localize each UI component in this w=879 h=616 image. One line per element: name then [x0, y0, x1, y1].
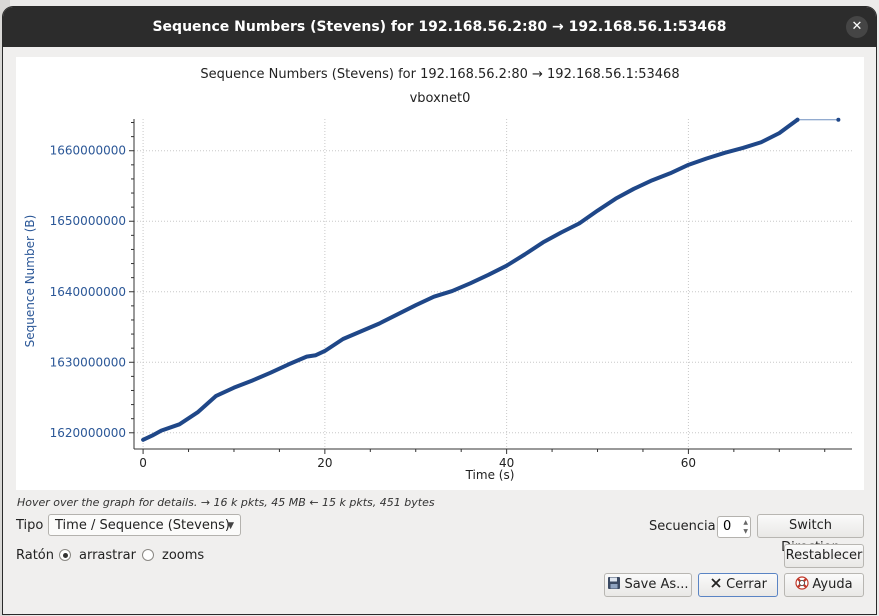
help-lifebuoy-icon	[795, 576, 810, 590]
save-icon	[608, 577, 621, 589]
y-tick-label: 1660000000	[50, 144, 126, 158]
secuencia-label: Secuencia	[649, 519, 716, 534]
sequence-chart[interactable]: Sequence Numbers (Stevens) for 192.168.5…	[16, 57, 864, 490]
switch-direction-button[interactable]: Switch Direction	[757, 514, 864, 555]
title-bar: Sequence Numbers (Stevens) for 192.168.5…	[3, 7, 876, 47]
status-hint: Hover over the graph for details. → 16 k…	[17, 496, 435, 509]
tipo-label: Tipo	[16, 518, 44, 533]
zooms-label[interactable]: zooms	[162, 548, 205, 563]
sequence-point	[795, 117, 800, 122]
chart-title: Sequence Numbers (Stevens) for 192.168.5…	[200, 67, 679, 82]
save-as-button[interactable]: Save As...	[604, 573, 692, 597]
x-tick-label: 0	[139, 456, 147, 470]
y-axis-label: Sequence Number (B)	[23, 215, 37, 348]
close-x-icon	[711, 578, 721, 588]
x-tick-label: 20	[317, 456, 332, 470]
y-tick-label: 1650000000	[50, 214, 126, 228]
x-axis-label: Time (s)	[465, 468, 515, 482]
dialog-window: Sequence Numbers (Stevens) for 192.168.5…	[3, 7, 876, 614]
sequence-point	[836, 117, 841, 122]
zooms-radio[interactable]	[142, 549, 154, 561]
arrastrar-label[interactable]: arrastrar	[79, 548, 136, 563]
spin-up-icon[interactable]: ▲	[743, 519, 748, 526]
chart-subtitle: vboxnet0	[410, 91, 471, 106]
close-button[interactable]: ✕	[846, 16, 868, 38]
secuencia-spinbox[interactable]: 0 ▲ ▼	[717, 516, 751, 538]
y-tick-label: 1640000000	[50, 285, 126, 299]
save-as-label: Save As...	[624, 577, 689, 592]
y-tick-label: 1620000000	[50, 426, 126, 440]
spin-down-icon[interactable]: ▼	[743, 528, 748, 535]
x-tick-label: 40	[499, 456, 514, 470]
ayuda-label: Ayuda	[812, 577, 853, 592]
sequence-line	[141, 117, 800, 442]
cerrar-button[interactable]: Cerrar	[698, 573, 778, 597]
series	[141, 117, 841, 442]
grid	[134, 119, 852, 449]
raton-label: Ratón	[16, 548, 55, 563]
tipo-select[interactable]: Time / Sequence (Stevens) ▼	[48, 514, 241, 536]
axes: 0 20 40 60 1620000000 1630000000 1640000000 165…	[50, 119, 852, 470]
arrastrar-radio[interactable]	[59, 549, 71, 561]
chevron-down-icon: ▼	[227, 521, 234, 531]
window-title: Sequence Numbers (Stevens) for 192.168.5…	[152, 19, 727, 35]
tipo-select-value: Time / Sequence (Stevens)	[55, 518, 230, 533]
ayuda-button[interactable]: Ayuda	[784, 573, 864, 597]
cerrar-label: Cerrar	[726, 577, 767, 592]
x-tick-label: 60	[681, 456, 696, 470]
secuencia-value: 0	[723, 519, 732, 534]
restablecer-button[interactable]: Restablecer	[784, 544, 864, 568]
close-icon: ✕	[851, 19, 863, 34]
y-tick-label: 1630000000	[50, 355, 126, 369]
graph-area[interactable]: Sequence Numbers (Stevens) for 192.168.5…	[16, 57, 864, 490]
